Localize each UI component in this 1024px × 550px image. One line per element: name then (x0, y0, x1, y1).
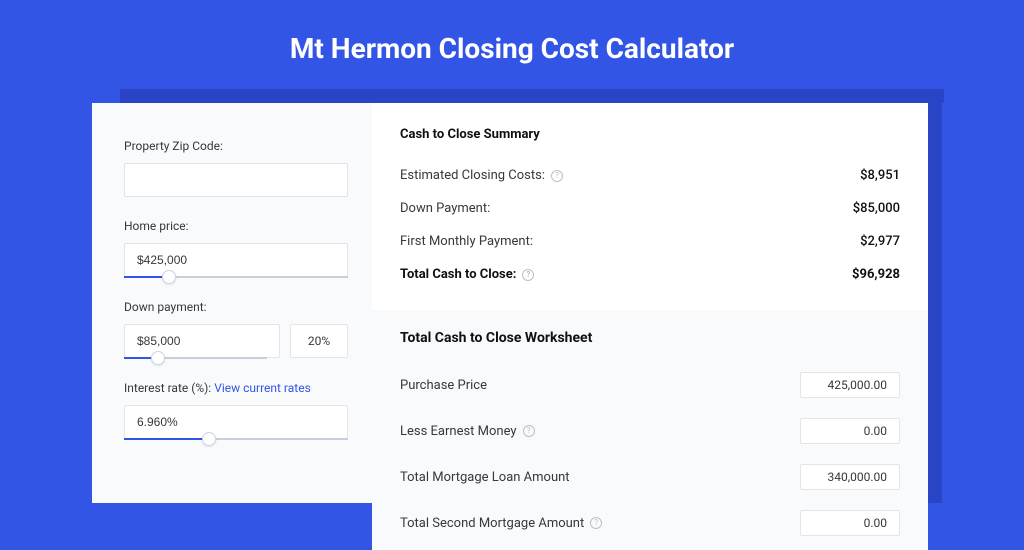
interest-rate-group: Interest rate (%): View current rates (124, 381, 348, 440)
summary-label-text: Down Payment: (400, 201, 490, 216)
slider-thumb[interactable] (151, 351, 165, 365)
down-payment-input[interactable] (124, 324, 280, 358)
help-icon[interactable]: ? (523, 425, 535, 437)
interest-label-text: Interest rate (%): (124, 381, 214, 395)
summary-label: Down Payment: (400, 201, 490, 216)
worksheet-row: Total Second Mortgage Amount? 0.00 (400, 504, 900, 550)
summary-label-text: First Monthly Payment: (400, 234, 533, 249)
interest-rate-label: Interest rate (%): View current rates (124, 381, 348, 395)
home-price-label: Home price: (124, 219, 348, 233)
divider (400, 292, 900, 310)
inputs-panel: Property Zip Code: Home price: Down paym… (92, 103, 372, 503)
summary-value: $85,000 (853, 201, 900, 216)
summary-value: $8,951 (860, 168, 900, 183)
summary-row: Estimated Closing Costs:? $8,951 (400, 160, 900, 193)
worksheet-label: Total Mortgage Loan Amount (400, 470, 570, 485)
down-payment-label: Down payment: (124, 300, 348, 314)
summary-label-text: Estimated Closing Costs: (400, 168, 545, 183)
worksheet-row: Purchase Price 425,000.00 (400, 366, 900, 412)
slider-thumb[interactable] (162, 270, 176, 284)
worksheet-value[interactable]: 425,000.00 (800, 372, 900, 398)
card-right-shadow (928, 103, 942, 503)
zip-input[interactable] (124, 163, 348, 197)
summary-row: Total Cash to Close:? $96,928 (400, 259, 900, 292)
page-title: Mt Hermon Closing Cost Calculator (0, 0, 1024, 89)
worksheet-label: Purchase Price (400, 378, 487, 393)
home-price-input[interactable] (124, 243, 348, 277)
down-payment-group: Down payment: 20% (124, 300, 348, 359)
worksheet-label: Less Earnest Money? (400, 424, 535, 439)
results-panel: Cash to Close Summary Estimated Closing … (372, 103, 928, 503)
worksheet-label-text: Total Mortgage Loan Amount (400, 470, 570, 485)
slider-fill (124, 438, 209, 440)
worksheet-header: Total Cash to Close Worksheet (400, 330, 900, 346)
summary-label: First Monthly Payment: (400, 234, 533, 249)
down-payment-slider[interactable] (124, 357, 267, 359)
home-price-group: Home price: (124, 219, 348, 278)
summary-row: First Monthly Payment: $2,977 (400, 226, 900, 259)
zip-group: Property Zip Code: (124, 139, 348, 197)
worksheet-value[interactable]: 0.00 (800, 418, 900, 444)
help-icon[interactable]: ? (522, 269, 534, 281)
summary-value: $96,928 (852, 267, 900, 282)
view-rates-link[interactable]: View current rates (214, 381, 311, 395)
summary-header: Cash to Close Summary (400, 127, 900, 142)
help-icon[interactable]: ? (590, 517, 602, 529)
worksheet-label: Total Second Mortgage Amount? (400, 516, 602, 531)
card-top-shadow (120, 89, 944, 103)
worksheet-row: Less Earnest Money? 0.00 (400, 412, 900, 458)
summary-value: $2,977 (860, 234, 900, 249)
worksheet-block: Total Cash to Close Worksheet Purchase P… (372, 310, 928, 550)
calculator-card: Property Zip Code: Home price: Down paym… (92, 103, 928, 503)
summary-row: Down Payment: $85,000 (400, 193, 900, 226)
worksheet-label-text: Purchase Price (400, 378, 487, 393)
worksheet-value[interactable]: 340,000.00 (800, 464, 900, 490)
summary-label-text: Total Cash to Close: (400, 267, 516, 282)
help-icon[interactable]: ? (551, 170, 563, 182)
summary-label: Total Cash to Close:? (400, 267, 534, 282)
home-price-slider[interactable] (124, 276, 348, 278)
summary-label: Estimated Closing Costs:? (400, 168, 563, 183)
worksheet-row: Total Mortgage Loan Amount 340,000.00 (400, 458, 900, 504)
worksheet-label-text: Total Second Mortgage Amount (400, 516, 584, 531)
zip-label: Property Zip Code: (124, 139, 348, 153)
interest-rate-input[interactable] (124, 405, 348, 439)
slider-thumb[interactable] (202, 432, 216, 446)
worksheet-value[interactable]: 0.00 (800, 510, 900, 536)
interest-rate-slider[interactable] (124, 438, 348, 440)
worksheet-label-text: Less Earnest Money (400, 424, 517, 439)
down-payment-pct[interactable]: 20% (290, 324, 348, 358)
